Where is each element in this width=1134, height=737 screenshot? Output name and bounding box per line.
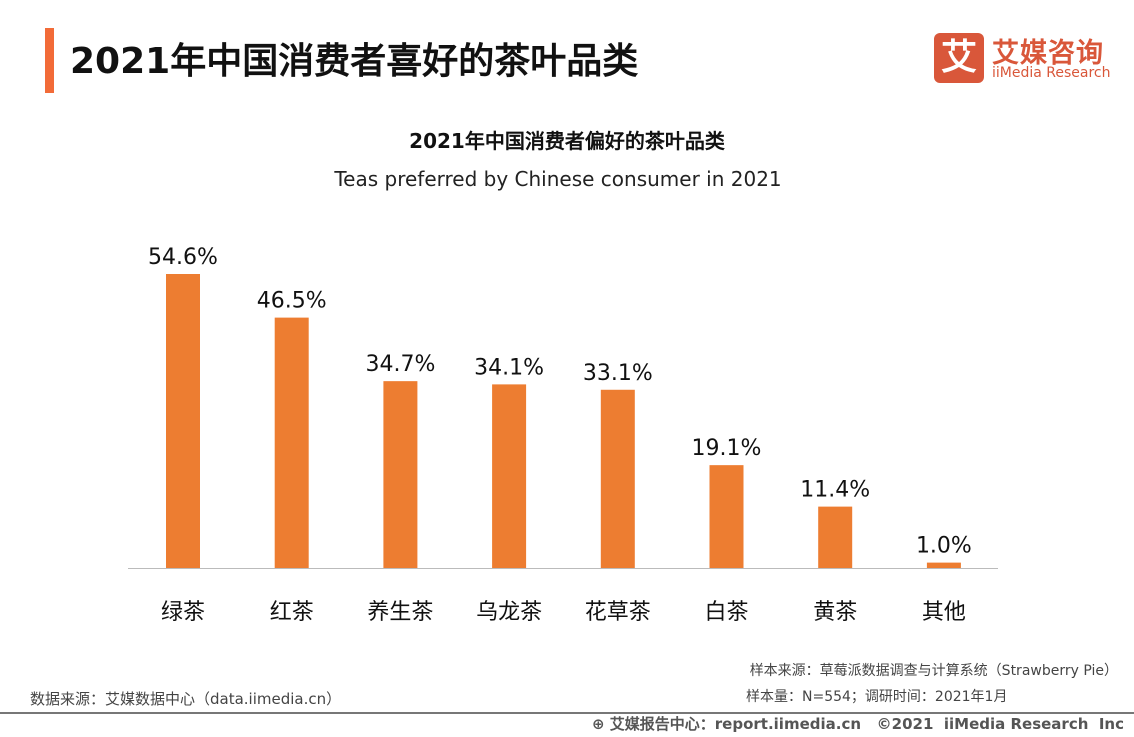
data-label: 54.6%: [148, 245, 218, 270]
data-label: 19.1%: [692, 436, 762, 461]
logo-mark: 艾: [934, 33, 984, 83]
page-title: 2021年中国消费者喜好的茶叶品类: [70, 41, 639, 82]
chart-title: 2021年中国消费者偏好的茶叶品类: [409, 129, 725, 153]
bar: [166, 274, 200, 568]
category-label: 白茶: [704, 600, 748, 625]
footer-divider: [0, 712, 1134, 714]
data-source-note: 数据来源：艾媒数据中心（data.iimedia.cn）: [30, 690, 342, 708]
logo: 艾 艾媒咨询 iiMedia Research: [934, 33, 1111, 85]
category-label: 黄茶: [813, 600, 857, 625]
category-label: 养生茶: [367, 600, 433, 625]
sample-size-note: 样本量：N=554；调研时间：2021年1月: [746, 689, 1008, 705]
category-label: 红茶: [270, 600, 314, 625]
category-label: 乌龙茶: [476, 600, 542, 625]
category-label: 其他: [922, 600, 966, 625]
title-accent-bar: [45, 28, 54, 93]
data-label: 46.5%: [257, 289, 327, 314]
footer-text: 艾媒报告中心：report.iimedia.cn ©2021 iiMedia R…: [609, 715, 1124, 733]
chart-subtitle: Teas preferred by Chinese consumer in 20…: [334, 167, 782, 191]
footer: ⊕ 艾媒报告中心：report.iimedia.cn ©2021 iiMedia…: [592, 713, 1124, 734]
category-label: 花草茶: [585, 600, 651, 625]
globe-cursor-icon: ⊕: [591, 715, 610, 733]
sample-source-note: 样本来源：草莓派数据调查与计算系统（Strawberry Pie）: [749, 663, 1118, 679]
bar: [926, 562, 961, 568]
bar: [274, 317, 309, 568]
bar: [600, 389, 635, 568]
data-label: 34.7%: [365, 352, 435, 377]
data-label: 1.0%: [916, 534, 972, 559]
bar: [492, 384, 527, 568]
logo-en-text: iiMedia Research: [992, 65, 1111, 81]
logo-cn-text: 艾媒咨询: [992, 38, 1104, 69]
bar: [709, 465, 744, 568]
bar: [383, 381, 418, 568]
bar: [818, 506, 853, 568]
category-label: 绿茶: [161, 600, 205, 625]
data-label: 11.4%: [800, 478, 870, 503]
data-label: 33.1%: [583, 361, 653, 386]
data-label: 34.1%: [474, 355, 544, 380]
